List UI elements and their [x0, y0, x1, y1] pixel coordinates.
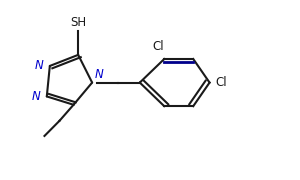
Text: N: N [94, 68, 103, 81]
Text: N: N [34, 59, 43, 73]
Text: SH: SH [70, 16, 86, 29]
Text: Cl: Cl [215, 76, 227, 89]
Text: Cl: Cl [153, 40, 164, 53]
Text: N: N [32, 90, 40, 103]
